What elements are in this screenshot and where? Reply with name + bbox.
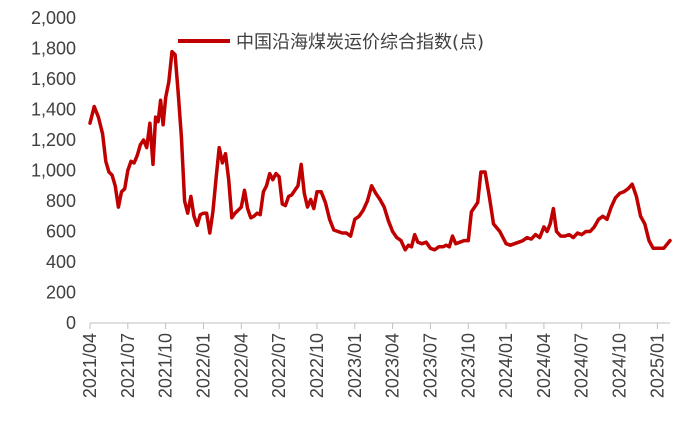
legend-label: 中国沿海煤炭运价综合指数(点): [236, 32, 484, 53]
x-tick-label: 2024/04: [534, 333, 554, 398]
x-tick-label: 2023/01: [345, 333, 365, 398]
x-axis: 2021/04 2021/07 2021/10 2022/01 2022/04 2022/…: [80, 322, 670, 398]
x-tick-label: 2024/07: [572, 333, 592, 398]
x-tick-label: 2021/04: [80, 333, 100, 398]
x-tick-label: 2021/10: [156, 333, 176, 398]
x-tick-label: 2022/10: [307, 333, 327, 398]
y-axis: 0 200 400 600 800 1,000 1,200 1,400 1,600 1,800 2,…: [31, 8, 76, 333]
series-line: [88, 49, 672, 252]
x-tick-label: 2024/01: [496, 333, 516, 398]
y-tick-label: 1,000: [31, 161, 76, 181]
x-tick-label: 2022/07: [269, 333, 289, 398]
x-tick-label: 2025/01: [647, 333, 667, 398]
y-tick-label: 600: [46, 222, 76, 242]
x-tick-label: 2022/01: [193, 333, 213, 398]
x-tick-label: 2021/07: [118, 333, 138, 398]
y-tick-label: 400: [46, 252, 76, 272]
series-layer: [88, 49, 672, 252]
x-tick-label: 2023/07: [420, 333, 440, 398]
y-tick-label: 1,600: [31, 69, 76, 89]
y-tick-label: 800: [46, 191, 76, 211]
y-tick-label: 2,000: [31, 8, 76, 28]
x-tick-label: 2023/04: [383, 333, 403, 398]
x-tick-label: 2023/10: [458, 333, 478, 398]
x-tick-label: 2022/04: [231, 333, 251, 398]
y-tick-label: 200: [46, 283, 76, 303]
x-tick-label: 2024/10: [610, 333, 630, 398]
y-tick-label: 1,400: [31, 100, 76, 120]
y-tick-label: 0: [66, 313, 76, 333]
y-tick-label: 1,200: [31, 130, 76, 150]
legend: 中国沿海煤炭运价综合指数(点): [178, 32, 484, 53]
y-tick-label: 1,800: [31, 39, 76, 59]
